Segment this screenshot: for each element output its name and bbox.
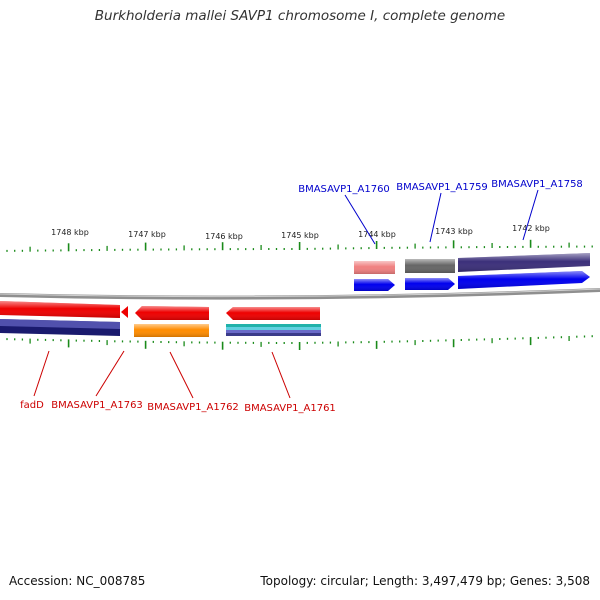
cds-arrow-a1762[interactable] (135, 306, 209, 320)
gene-label-a1760[interactable]: BMASAVP1_A1760 (298, 184, 390, 195)
feature-block-a1761[interactable] (226, 324, 321, 336)
feature-block-a1760[interactable] (354, 261, 395, 274)
cds-arrow-a1761[interactable] (226, 307, 320, 320)
reverse-feature-row (0, 319, 321, 337)
gene-label-a1762[interactable]: BMASAVP1_A1762 (147, 402, 239, 413)
feature-block-a1762[interactable] (134, 324, 209, 337)
scale-label: 1744 kbp (358, 230, 396, 239)
forward-gene-labels: BMASAVP1_A1760 BMASAVP1_A1759 BMASAVP1_A… (298, 179, 583, 245)
scale-label: 1743 kbp (435, 227, 473, 236)
gene-label-fadD[interactable]: fadD (20, 400, 44, 411)
genome-title: Burkholderia mallei SAVP1 chromosome I, … (94, 8, 506, 24)
chromosome-backbone-highlight (0, 288, 600, 298)
cds-arrow-a1763[interactable] (121, 306, 128, 318)
accession-text: Accession: NC_008785 (9, 574, 146, 588)
scale-label: 1745 kbp (281, 231, 319, 240)
forward-cds-row (354, 271, 590, 291)
gene-label-a1761[interactable]: BMASAVP1_A1761 (244, 403, 336, 414)
gene-label-a1759[interactable]: BMASAVP1_A1759 (396, 182, 488, 193)
cds-arrow-fadD[interactable] (0, 301, 120, 318)
feature-block-a1758[interactable] (458, 253, 590, 272)
gene-label-a1763[interactable]: BMASAVP1_A1763 (51, 400, 143, 411)
cds-arrow-a1759[interactable] (405, 278, 455, 290)
scale-label: 1742 kbp (512, 224, 550, 233)
feature-block-fadD[interactable] (0, 319, 120, 336)
gene-label-a1758[interactable]: BMASAVP1_A1758 (491, 179, 583, 190)
scale-label: 1748 kbp (51, 228, 89, 237)
scale-labels: 1748 kbp 1747 kbp 1746 kbp 1745 kbp 1744… (51, 224, 550, 241)
scale-ticks-reverse (6, 335, 593, 350)
scale-label: 1747 kbp (128, 230, 166, 239)
scale-ticks-forward (6, 239, 593, 252)
genome-info-text: Topology: circular; Length: 3,497,479 bp… (260, 574, 590, 588)
forward-feature-row (354, 253, 590, 274)
cds-arrow-a1758[interactable] (458, 271, 590, 289)
scale-label: 1746 kbp (205, 232, 243, 241)
reverse-gene-labels: fadD BMASAVP1_A1763 BMASAVP1_A1762 BMASA… (20, 350, 336, 414)
chromosome-backbone (0, 288, 600, 300)
cds-arrow-a1760[interactable] (354, 279, 395, 291)
reverse-cds-row (0, 301, 320, 320)
feature-block-a1759[interactable] (405, 259, 455, 273)
